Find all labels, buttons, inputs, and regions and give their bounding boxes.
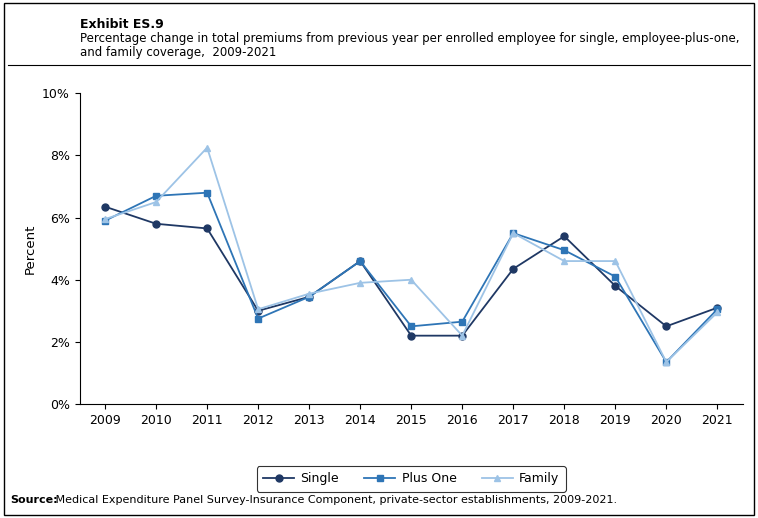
Legend: Single, Plus One, Family: Single, Plus One, Family: [257, 466, 565, 492]
Text: and family coverage,  2009-2021: and family coverage, 2009-2021: [80, 46, 276, 59]
Text: Medical Expenditure Panel Survey-Insurance Component, private-sector establishme: Medical Expenditure Panel Survey-Insuran…: [52, 495, 617, 505]
Text: Percentage change in total premiums from previous year per enrolled employee for: Percentage change in total premiums from…: [80, 32, 739, 45]
Text: Source:: Source:: [10, 495, 58, 505]
Text: Exhibit ES.9: Exhibit ES.9: [80, 18, 163, 31]
Y-axis label: Percent: Percent: [23, 223, 36, 274]
